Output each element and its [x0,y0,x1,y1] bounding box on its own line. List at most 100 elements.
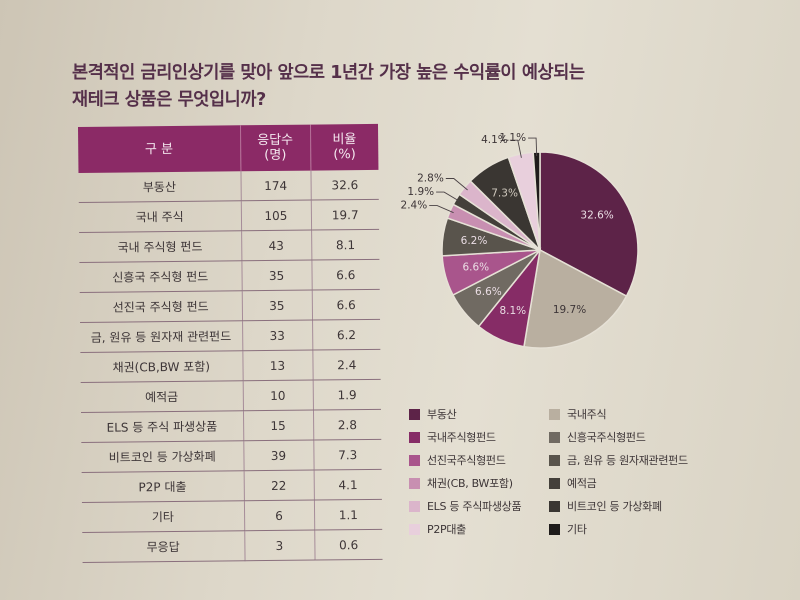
legend-swatch [549,431,560,443]
legend-swatch [549,477,560,489]
row-count: 22 [243,470,314,501]
row-count: 35 [241,290,313,321]
row-ratio: 7.3 [313,439,382,471]
legend-swatch [549,500,560,512]
legend-label: 국내주식 [567,408,607,421]
row-label: 부동산 [78,171,241,203]
row-label: 국내 주식 [78,200,242,233]
row-count: 13 [242,350,313,381]
legend-swatch [409,408,420,420]
legend-swatch [549,523,560,535]
row-ratio: 19.7 [310,199,380,231]
table-header-row: 구 분 응답수 (명) 비율 (%) [78,123,379,173]
legend-item: 선진국주식형펀드 [409,450,549,470]
row-ratio: 1.9 [312,379,381,411]
table-body: 부동산 174 32.6 국내 주식 105 19.7 국내 주식형 펀드 43 8.1 신흥국 … [78,169,383,563]
legend-swatch [409,500,420,512]
row-count: 174 [240,170,311,201]
header-count-line1: 응답수 [257,132,294,149]
row-ratio: 1.1 [313,499,383,531]
legend-item: 금, 원유 등 원자재관련펀드 [549,450,709,470]
row-ratio: 8.1 [311,229,380,261]
table-row: 선진국 주식형 펀드 35 6.6 [79,289,381,323]
legend-label: 채권(CB, BW포함) [427,477,513,490]
legend-item: 국내주식형펀드 [409,427,549,447]
table-row: 무응답 3 0.6 [82,529,383,563]
pie-slice-label: 6.6% [462,262,489,274]
row-label: 기타 [81,500,245,533]
legend-swatch [409,523,420,535]
pie-leader-line [528,137,538,157]
legend-label: 선진국주식형펀드 [427,454,506,467]
table-row: P2P 대출 22 4.1 [81,469,382,503]
row-label: ELS 등 주식 파생상품 [80,410,244,443]
row-label: 비트코인 등 가상화폐 [81,440,244,473]
row-ratio: 0.6 [314,529,383,561]
pie-slice [539,151,639,298]
header-count-line2: (명) [264,147,287,164]
table-row: 비트코인 등 가상화폐 39 7.3 [81,439,382,473]
pie-leader-line [445,178,468,191]
table-row: 예적금 10 1.9 [80,379,381,413]
pie-leader-line [429,205,454,214]
row-ratio: 2.4 [312,349,381,381]
legend-swatch [549,454,560,466]
row-ratio: 6.6 [311,289,381,321]
legend-item: 채권(CB, BW포함) [409,473,549,493]
pie-slice-label: 32.6% [580,210,613,222]
row-label: P2P 대출 [81,470,244,503]
row-ratio: 6.6 [311,259,380,291]
legend-swatch [409,454,420,466]
legend-label: 예적금 [567,477,597,490]
pie-slice-label: 2.8% [417,173,444,185]
row-label: 신흥국 주식형 펀드 [79,260,242,293]
row-ratio: 6.2 [312,319,381,351]
row-ratio: 32.6 [310,169,379,201]
pie-slice-label: 7.3% [491,188,518,200]
pie-slice-label: 19.7% [553,304,586,316]
table-row: 부동산 174 32.6 [78,169,379,203]
table-row: 채권(CB,BW 포함) 13 2.4 [80,349,381,383]
legend-swatch [549,408,560,420]
legend-label: 금, 원유 등 원자재관련펀드 [567,454,688,467]
legend-swatch [409,431,420,443]
pie-slice-label: 6.6% [475,286,502,298]
row-count: 3 [244,530,315,561]
legend-item: ELS 등 주식파생상품 [409,496,549,516]
legend-swatch [409,477,420,489]
row-count: 6 [243,500,315,531]
row-ratio: 2.8 [312,409,382,441]
row-count: 43 [241,230,312,261]
legend-label: P2P대출 [427,523,467,536]
legend-item: 부동산 [409,404,549,424]
legend-item: 국내주식 [549,404,709,424]
pie-svg: 32.6% 19.7% 8.1% 6.6% 6.6% 6.2% 2.4% 1.9%2.8% 7.… [401,132,639,349]
legend-item: 비트코인 등 가상화폐 [549,496,709,516]
legend-label: 부동산 [427,408,457,421]
row-count: 39 [243,440,314,471]
legend-item: 기타 [549,519,709,539]
row-label: 채권(CB,BW 포함) [80,350,243,383]
legend-item: P2P대출 [409,519,549,539]
survey-table: 구 분 응답수 (명) 비율 (%) 부동산 174 32.6 국내 주식 105 19.… [78,123,383,563]
legend-item: 예적금 [549,473,709,493]
table-row: 신흥국 주식형 펀드 35 6.6 [79,259,380,293]
row-count: 15 [242,410,314,441]
row-ratio: 4.1 [313,469,382,501]
pie-slice [523,248,628,349]
title-line-1: 본격적인 금리인상기를 맞아 앞으로 1년간 가장 높은 수익률이 예상되는 [72,63,585,83]
header-category: 구 분 [78,125,241,173]
pie-slice-label: 2.4% [401,200,428,212]
table-row: 국내 주식형 펀드 43 8.1 [79,229,380,263]
legend-item: 신흥국주식형펀드 [549,427,709,447]
legend-label: 국내주식형펀드 [427,431,496,444]
legend-label: 신흥국주식형펀드 [567,431,646,444]
row-count: 33 [242,320,313,351]
header-ratio: 비율 (%) [309,123,379,171]
pie-slice-label: 6.2% [461,235,488,247]
table-row: ELS 등 주식 파생상품 15 2.8 [80,409,382,443]
pie-leader-line [509,139,522,158]
header-count: 응답수 (명) [239,124,311,172]
row-label: 국내 주식형 펀드 [79,230,242,263]
